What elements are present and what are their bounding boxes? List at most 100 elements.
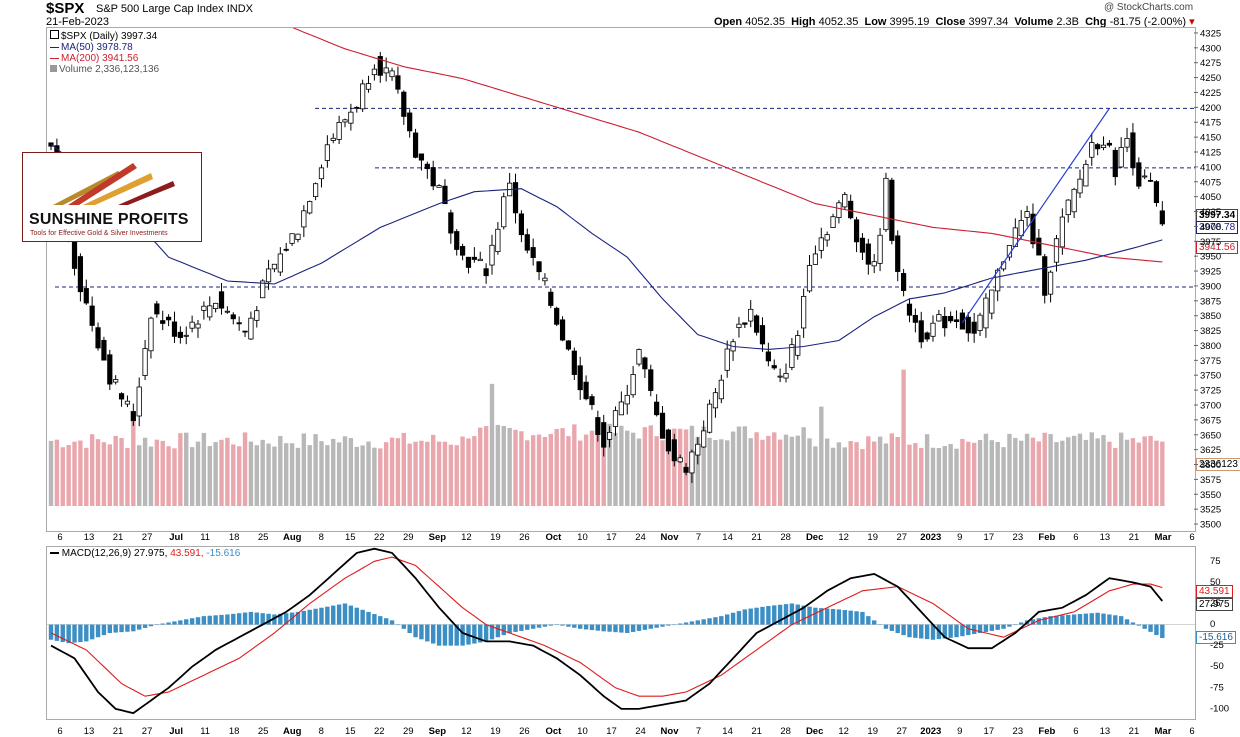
macd-tick-label: -75 [1210, 682, 1224, 693]
volume-bar [354, 446, 359, 506]
candle-body [107, 354, 113, 385]
macd-histogram-bar [119, 624, 124, 633]
candle-body [83, 288, 89, 304]
volume-bar [954, 448, 959, 506]
macd-histogram-bar [942, 624, 947, 639]
x-tick-label: 22 [374, 726, 385, 737]
volume-bar [1160, 441, 1165, 506]
x-tick-label: 19 [867, 726, 878, 737]
macd-histogram-bar [995, 624, 1000, 630]
volume-bar [666, 438, 671, 506]
x-tick-label: 24 [635, 726, 646, 737]
volume-bar [1066, 437, 1071, 506]
macd-histogram-bar [454, 624, 459, 646]
volume-bar [95, 439, 101, 506]
volume-bar [289, 443, 295, 506]
candle-body [489, 244, 495, 266]
macd-histogram-bar [66, 624, 71, 644]
macd-value-tag: 27.975 [1196, 598, 1233, 611]
macd-histogram-bar [607, 624, 612, 632]
candle-body [371, 68, 378, 76]
volume-bar [566, 436, 571, 506]
x-tick-label: 21 [751, 726, 762, 737]
candle-body [160, 320, 166, 324]
macd-signal-line [50, 556, 1163, 697]
legend-volume: Volume 2,336,123,136 [50, 64, 159, 75]
x-tick-label: 9 [957, 726, 962, 737]
macd-histogram-bar [1007, 624, 1012, 627]
x-tick-label: 17 [984, 726, 995, 737]
volume-bar [431, 434, 436, 506]
volume-bar [625, 430, 630, 506]
macd-histogram-bar [924, 624, 930, 640]
macd-histogram-bar [930, 624, 936, 640]
volume-bar [742, 426, 748, 506]
macd-histogram-bar [272, 614, 277, 625]
volume-bar [860, 449, 865, 506]
volume-bar [319, 441, 324, 506]
x-tick-label: 13 [1100, 532, 1111, 543]
macd-histogram-bar [207, 615, 212, 625]
macd-histogram-bar [137, 624, 142, 630]
volume-bar [489, 383, 495, 506]
volume-bar [536, 434, 542, 506]
candle-body [1147, 179, 1154, 182]
macd-histogram-bar [301, 610, 307, 625]
macd-histogram-bar [848, 610, 853, 625]
candle-body [983, 297, 989, 329]
legend-ma200: MA(200) 3941.56 [50, 53, 159, 64]
volume-bar [854, 442, 859, 506]
candle-body [977, 314, 983, 331]
macd-histogram-bar [1054, 615, 1059, 625]
macd-histogram-bar [801, 605, 806, 625]
candle-body [360, 83, 366, 110]
macd-histogram-bar [836, 609, 842, 625]
volume-bar [530, 435, 536, 506]
macd-histogram-bar [901, 624, 906, 636]
price-tick-label: 3925 [1200, 267, 1221, 278]
volume-bar [378, 448, 383, 506]
candle-body [836, 202, 842, 218]
macd-histogram-bar [1124, 619, 1130, 625]
macd-histogram-bar [1113, 615, 1118, 625]
volume-bar [360, 445, 365, 506]
macd-histogram-bar [1019, 622, 1024, 625]
candle-body [1118, 147, 1124, 168]
macd-histogram-bar [448, 624, 454, 646]
x-tick-label: 10 [577, 726, 588, 737]
volume-bar [842, 447, 847, 506]
volume-bar [472, 436, 477, 506]
macd-histogram-bar [819, 608, 824, 625]
candle-body [624, 394, 630, 405]
macd-histogram-bar [101, 624, 107, 636]
volume-bar [342, 436, 348, 506]
bar-icon [50, 65, 57, 72]
candle-body [113, 379, 119, 383]
x-tick-label: Mar [1155, 726, 1172, 737]
candle-body [959, 312, 966, 330]
candle-body [260, 280, 266, 299]
volume-bar [137, 445, 142, 506]
macd-histogram-bar [866, 616, 871, 625]
macd-histogram-bar [413, 624, 418, 638]
volume-bar [372, 447, 377, 506]
macd-histogram-bar [460, 624, 465, 646]
macd-histogram-bar [813, 607, 818, 625]
candle-body [271, 263, 278, 270]
macd-histogram-bar [1036, 618, 1042, 625]
candle-body [706, 403, 713, 433]
volume-bar [483, 426, 489, 506]
macd-histogram-bar [777, 604, 783, 625]
candle-body [142, 348, 148, 376]
x-tick-label: 27 [896, 726, 907, 737]
macd-histogram-bar [131, 624, 136, 632]
candle-body [166, 316, 172, 321]
macd-histogram-bar [1071, 614, 1077, 625]
volume-bar [454, 445, 459, 506]
x-tick-label: 14 [722, 726, 733, 737]
x-tick-label: 13 [84, 532, 95, 543]
candle-body [201, 305, 207, 311]
x-tick-label: 27 [896, 532, 907, 543]
volume-bar [695, 436, 700, 506]
macd-histogram-bar [184, 619, 189, 625]
